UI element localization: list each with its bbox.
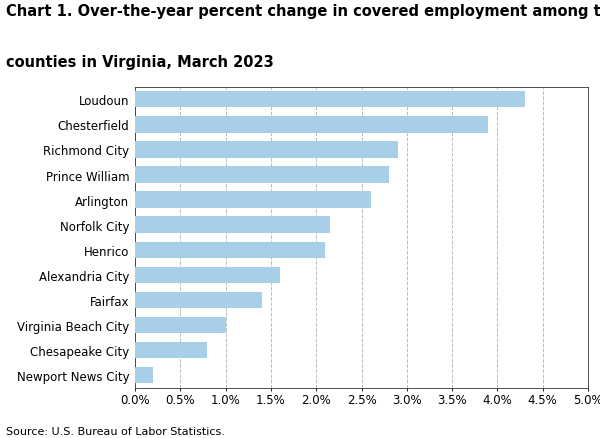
Bar [135, 292, 262, 308]
Bar [135, 117, 488, 133]
Bar [135, 167, 389, 183]
Bar [135, 367, 153, 383]
Bar [135, 267, 280, 283]
Bar [135, 92, 524, 108]
Text: counties in Virginia, March 2023: counties in Virginia, March 2023 [6, 55, 274, 70]
Bar [135, 242, 325, 258]
Bar [135, 142, 398, 158]
Text: Chart 1. Over-the-year percent change in covered employment among the largest: Chart 1. Over-the-year percent change in… [6, 4, 600, 19]
Bar [135, 192, 371, 208]
Bar [135, 217, 330, 233]
Text: Source: U.S. Bureau of Labor Statistics.: Source: U.S. Bureau of Labor Statistics. [6, 426, 225, 436]
Bar [135, 317, 226, 333]
Bar [135, 342, 208, 358]
